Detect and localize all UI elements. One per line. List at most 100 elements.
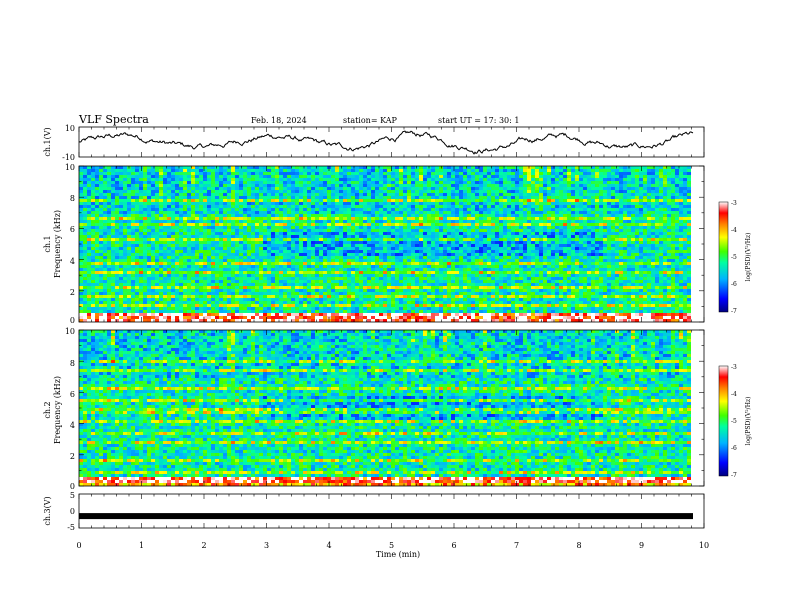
ch1-spectrogram-cell (655, 235, 659, 238)
ch1-spectrogram-cell (95, 199, 99, 202)
ch1-spectrogram-cell (235, 262, 239, 265)
ch1-spectrogram-cell (175, 193, 179, 196)
ch1-spectrogram-cell (591, 202, 595, 205)
ch1-spectrogram-cell (311, 244, 315, 247)
ch1-spectrogram-cell (135, 166, 139, 169)
ch1-spectrogram-cell (343, 175, 347, 178)
ch1-spectrogram-cell (411, 232, 415, 235)
ch1-spectrogram-cell (627, 187, 631, 190)
ch1-spectrogram-cell (483, 250, 487, 253)
ch1-spectrogram-cell (95, 244, 99, 247)
ch1-spectrogram-cell (607, 241, 611, 244)
ch1-spectrogram-cell (523, 235, 527, 238)
ch1-spectrogram-cell (211, 184, 215, 187)
ch1-spectrogram-cell (655, 217, 659, 220)
ch1-spectrogram-cell (491, 235, 495, 238)
ch1-spectrogram-cell (203, 172, 207, 175)
ch1-spectrogram-cell (619, 166, 623, 169)
ch1-spectrogram-cell (411, 229, 415, 232)
ch1-spectrogram-cell (679, 175, 683, 178)
ch1-spectrogram-cell (351, 208, 355, 211)
ch1-spectrogram-cell (543, 235, 547, 238)
ch1-spectrogram-cell (483, 217, 487, 220)
ch1-spectrogram-cell (163, 262, 167, 265)
ch1-spectrogram-cell (427, 217, 431, 220)
ch1-spectrogram-cell (203, 184, 207, 187)
ch1-spectrogram-cell (571, 190, 575, 193)
ch1-spectrogram-cell (203, 214, 207, 217)
ch1-spectrogram-cell (119, 232, 123, 235)
ch1-spectrogram-cell (615, 259, 619, 262)
ch1-spectrogram-cell (579, 205, 583, 208)
ch1-spectrogram-cell (603, 250, 607, 253)
ch1-spectrogram-cell (663, 190, 667, 193)
ch1-spectrogram-cell (95, 166, 99, 169)
ch1-spectrogram-cell (603, 178, 607, 181)
ch1-spectrogram-cell (219, 166, 223, 169)
ch1-spectrogram-cell (363, 202, 367, 205)
ch1-spectrogram-cell (343, 259, 347, 262)
ch1-spectrogram-cell (459, 178, 463, 181)
ch1-spectrogram-cell (359, 226, 363, 229)
ch1-spectrogram-cell (111, 175, 115, 178)
ch1-spectrogram-cell (427, 178, 431, 181)
ch1-spectrogram-cell (647, 250, 651, 253)
ch1-spectrogram-cell (375, 202, 379, 205)
ch1-spectrogram-cell (163, 190, 167, 193)
ch1-spectrogram-cell (331, 187, 335, 190)
ch1-spectrogram-cell (187, 259, 191, 262)
ch1-spectrogram-cell (547, 223, 551, 226)
ch1-spectrogram-cell (251, 178, 255, 181)
ch1-spectrogram-cell (515, 235, 519, 238)
ch1-spectrogram-cell (575, 250, 579, 253)
ch1-spectrogram-cell (395, 220, 399, 223)
ch1-spectrogram-cell (519, 202, 523, 205)
ch1-spectrogram-cell (427, 199, 431, 202)
ch1-spectrogram-cell (647, 226, 651, 229)
ch1-spectrogram-cell (95, 211, 99, 214)
ch1-spectrogram-cell (291, 205, 295, 208)
ch1-spectrogram-cell (307, 175, 311, 178)
ch1-spectrogram-cell (483, 199, 487, 202)
ch1-spectrogram-cell (671, 223, 675, 226)
ch1-spectrogram-cell (231, 235, 235, 238)
ch1-spectrogram-cell (583, 226, 587, 229)
ch1-spectrogram-cell (147, 226, 151, 229)
ch1-spectrogram-cell (679, 238, 683, 241)
ch1-spectrogram-cell (191, 190, 195, 193)
ch1-spectrogram-cell (591, 211, 595, 214)
ch1-spectrogram-cell (351, 256, 355, 259)
ch1-spectrogram-cell (631, 256, 635, 259)
ch1-spectrogram-cell (227, 178, 231, 181)
ch1-spectrogram-cell (499, 241, 503, 244)
ch1-spectrogram-cell (503, 178, 507, 181)
ch1-spectrogram-cell (203, 235, 207, 238)
ch1-spectrogram-cell (223, 190, 227, 193)
ch1-spectrogram-cell (235, 166, 239, 169)
ch1-spectrogram-cell (351, 220, 355, 223)
ch1-spectrogram-cell (579, 181, 583, 184)
ch1-spectrogram-cell (119, 250, 123, 253)
ch1-spectrogram-cell (123, 235, 127, 238)
ch1-spectrogram-cell (467, 175, 471, 178)
ch1-spectrogram-cell (559, 244, 563, 247)
ch1-spectrogram-cell (487, 208, 491, 211)
ch1-spectrogram-cell (143, 253, 147, 256)
ch1-spectrogram-cell (683, 229, 687, 232)
ch1-spectrogram-cell (651, 253, 655, 256)
ch1-spectrogram-cell (187, 187, 191, 190)
ch1-spectrogram-cell (279, 184, 283, 187)
ch1-spectrogram-cell (91, 178, 95, 181)
ch1-spectrogram-cell (203, 169, 207, 172)
ch1-spectrogram-cell (419, 226, 423, 229)
ch1-spectrogram-cell (291, 184, 295, 187)
ch1-spectrogram-cell (275, 250, 279, 253)
ch1-spectrogram-cell (671, 235, 675, 238)
ch1-spectrogram-cell (339, 253, 343, 256)
ch1-spectrogram-cell (187, 247, 191, 250)
ch1-spectrogram-cell (559, 175, 563, 178)
ch1-spectrogram-cell (451, 259, 455, 262)
ch1-spectrogram-cell (459, 244, 463, 247)
ch1-spectrogram-cell (347, 235, 351, 238)
ch1-spectrogram-cell (463, 220, 467, 223)
